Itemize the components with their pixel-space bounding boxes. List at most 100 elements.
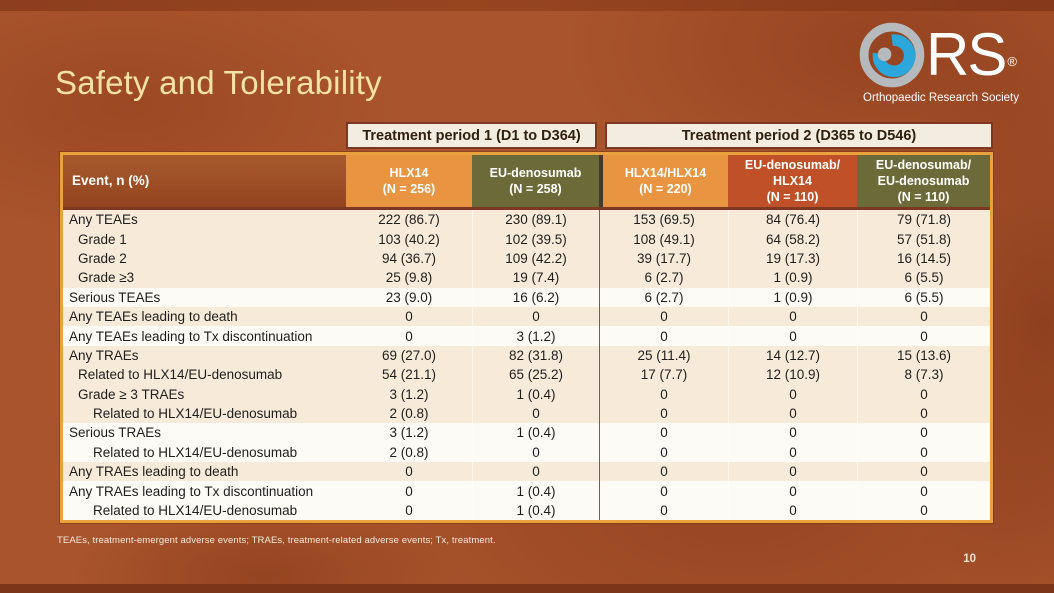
data-cell: 0 xyxy=(405,483,413,499)
data-cell: 79 (71.8) xyxy=(857,210,990,230)
row-label: Grade 1 xyxy=(78,231,127,247)
period-header-row: Treatment period 1 (D1 to D364) Treatmen… xyxy=(60,122,993,149)
data-cell: 0 xyxy=(405,328,413,344)
data-cell: 0 xyxy=(599,326,728,346)
data-cell: 57 (51.8) xyxy=(857,229,990,249)
data-cell: 3 (1.2) xyxy=(389,425,429,441)
row-label: Related to HLX14/EU-denosumab xyxy=(93,444,298,460)
abbreviations-footnote: TEAEs, treatment-emergent adverse events… xyxy=(57,535,496,546)
column-header-line: EU-denosumab/ xyxy=(744,157,841,172)
data-cell: 2 (0.8) xyxy=(389,406,429,422)
data-cell: 0 xyxy=(599,442,728,463)
data-cell: 153 (69.5) xyxy=(599,210,728,230)
data-cell: 102 (39.5) xyxy=(472,229,599,249)
row-label: Related to HLX14/EU-denosumab xyxy=(78,367,283,383)
row-label: Grade ≥3 xyxy=(78,270,135,286)
data-cell: 6 (5.5) xyxy=(857,287,990,307)
column-header-line: (N = 258) xyxy=(509,182,562,196)
data-cell: 12 (10.9) xyxy=(728,365,857,385)
data-cell: 0 xyxy=(728,481,857,501)
data-cell: 0 xyxy=(599,462,728,482)
data-cell: 94 (36.7) xyxy=(381,250,437,266)
data-cell: 15 (13.6) xyxy=(857,345,990,366)
table-row: Related to HLX14/EU-denosumab 2 (0.8) 0 0 0 0 xyxy=(63,442,990,463)
data-cell: 230 (89.1) xyxy=(472,210,599,230)
table-row: Any TRAEs leading to death 0 0 0 0 0 xyxy=(63,462,990,482)
table-row: Related to HLX14/EU-denosumab 54 (21.1) 65… xyxy=(63,365,990,385)
column-header-line: HLX14 xyxy=(389,165,429,180)
data-cell: 0 xyxy=(857,403,990,424)
event-column-header: Event, n (%) xyxy=(63,155,346,207)
data-cell: 39 (17.7) xyxy=(599,248,728,269)
data-cell: 109 (42.2) xyxy=(472,248,599,269)
data-cell: 0 xyxy=(472,442,599,463)
data-cell: 84 (76.4) xyxy=(728,210,857,230)
data-cell: 25 (11.4) xyxy=(599,345,728,366)
data-cell: 64 (58.2) xyxy=(728,229,857,249)
ors-logo-subtitle: Orthopaedic Research Society xyxy=(863,92,1019,104)
data-cell: 6 (5.5) xyxy=(857,268,990,288)
column-header-line: (N = 220) xyxy=(639,182,692,196)
data-cell: 0 xyxy=(472,306,599,327)
data-cell: 16 (14.5) xyxy=(857,248,990,269)
data-cell: 0 xyxy=(728,442,857,463)
column-header-line: EU-denosumab xyxy=(489,165,582,180)
period1-header: Treatment period 1 (D1 to D364) xyxy=(346,122,597,149)
table-row: Grade 2 94 (36.7) 109 (42.2) 39 (17.7) 19 (1… xyxy=(63,248,990,269)
data-cell: 1 (0.4) xyxy=(472,500,599,521)
column-header-eu-denosumab-eu-denosumab: EU-denosumab/EU-denosumab (N = 110) xyxy=(857,155,990,207)
ors-logo: RS ® Orthopaedic Research Society xyxy=(858,20,1024,104)
column-header-hlx14-hlx14: HLX14/HLX14 (N = 220) xyxy=(599,155,728,207)
data-cell: 0 xyxy=(857,481,990,501)
ors-logo-text: RS xyxy=(926,21,1007,88)
row-label: Related to HLX14/EU-denosumab xyxy=(93,406,298,422)
column-header-line: (N = 256) xyxy=(382,182,436,196)
page-number: 10 xyxy=(963,553,976,565)
row-label: Serious TRAEs xyxy=(69,425,162,441)
column-header-line: EU-denosumab xyxy=(877,173,970,188)
column-header-row: Event, n (%) HLX14 (N = 256) EU-denosumab (… xyxy=(63,155,990,210)
data-cell: 0 xyxy=(599,306,728,327)
data-cell: 103 (40.2) xyxy=(378,231,440,247)
data-cell: 0 xyxy=(728,500,857,521)
table-row: Any TRAEs 69 (27.0) 82 (31.8) 25 (11.4) 14 (… xyxy=(63,345,990,366)
row-label: Any TRAEs leading to Tx discontinuation xyxy=(69,483,314,499)
data-cell: 6 (2.7) xyxy=(599,268,728,288)
data-cell: 0 xyxy=(405,503,413,519)
data-cell: 54 (21.1) xyxy=(381,367,437,383)
column-header-eu-denosumab-hlx14: EU-denosumab/HLX14 (N = 110) xyxy=(728,155,857,207)
row-label: Any TEAEs xyxy=(69,212,138,228)
data-cell: 82 (31.8) xyxy=(472,345,599,366)
data-cell: 1 (0.9) xyxy=(728,287,857,307)
data-cell: 0 xyxy=(728,403,857,424)
table-row: Serious TEAEs 23 (9.0) 16 (6.2) 6 (2.7) 1 (0… xyxy=(63,287,990,307)
row-label: Any TEAEs leading to Tx discontinuation xyxy=(69,328,313,344)
data-cell: 0 xyxy=(857,384,990,404)
column-header-line: HLX14/HLX14 xyxy=(624,165,707,180)
table-row: Any TRAEs leading to Tx discontinuation 0… xyxy=(63,481,990,501)
data-cell: 6 (2.7) xyxy=(599,287,728,307)
row-label: Grade ≥ 3 TRAEs xyxy=(78,386,185,402)
data-cell: 222 (86.7) xyxy=(378,212,440,228)
column-header-line: HLX14 xyxy=(773,173,812,188)
data-cell: 0 xyxy=(728,423,857,443)
data-cell: 19 (7.4) xyxy=(472,268,599,288)
table-row: Any TEAEs leading to Tx discontinuation 0… xyxy=(63,326,990,346)
column-header-line: EU-denosumab/ xyxy=(875,157,972,172)
data-cell: 0 xyxy=(599,423,728,443)
data-cell: 0 xyxy=(405,464,413,480)
data-cell: 16 (6.2) xyxy=(472,287,599,307)
ors-o-icon xyxy=(859,22,925,88)
table-row: Grade ≥ 3 TRAEs 3 (1.2) 1 (0.4) 0 0 0 xyxy=(63,384,990,404)
table-row: Grade 1 103 (40.2) 102 (39.5) 108 (49.1) 64 … xyxy=(63,229,990,249)
row-label: Serious TEAEs xyxy=(69,289,161,305)
row-label: Any TRAEs xyxy=(69,347,139,363)
column-header-eu-denosumab: EU-denosumab (N = 258) xyxy=(472,155,599,207)
data-cell: 0 xyxy=(599,500,728,521)
table-row: Grade ≥3 25 (9.8) 19 (7.4) 6 (2.7) 1 (0.9) 6 … xyxy=(63,268,990,288)
row-label: Grade 2 xyxy=(78,250,127,266)
data-cell: 65 (25.2) xyxy=(472,365,599,385)
data-cell: 0 xyxy=(472,403,599,424)
period2-header: Treatment period 2 (D365 to D546) xyxy=(605,122,993,149)
